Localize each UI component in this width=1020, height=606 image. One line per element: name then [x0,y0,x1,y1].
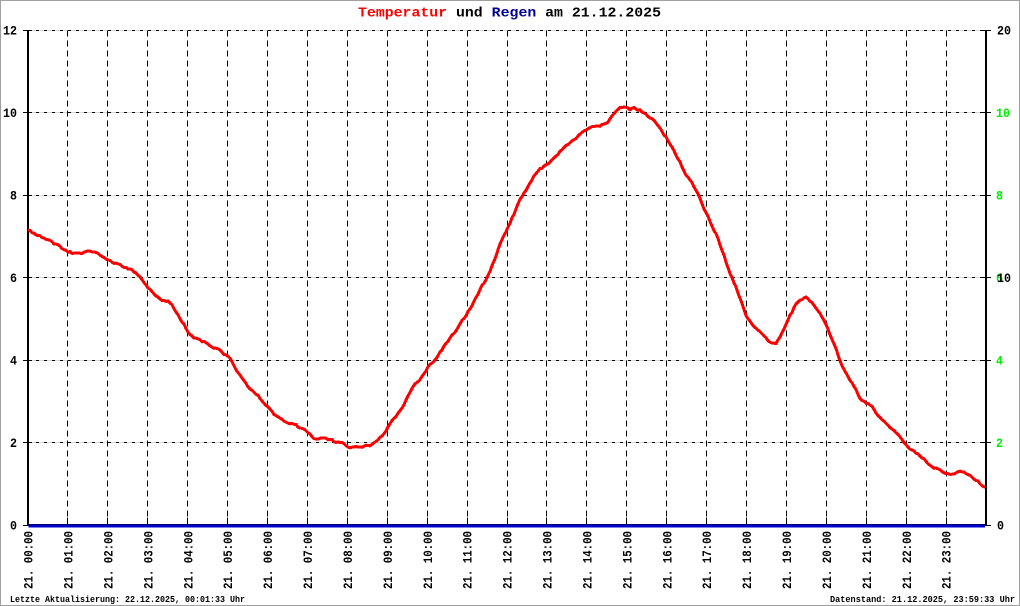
svg-text:8: 8 [10,189,17,204]
svg-text:21. 20:00: 21. 20:00 [820,531,835,589]
svg-text:21. 13:00: 21. 13:00 [541,531,556,589]
svg-text:21. 00:00: 21. 00:00 [22,531,37,589]
svg-text:Regen: Regen [492,7,537,22]
svg-text:und: und [456,7,483,22]
svg-text:21. 02:00: 21. 02:00 [101,531,116,589]
svg-text:0: 0 [997,519,1004,534]
svg-text:Temperatur: Temperatur [358,7,447,22]
svg-text:21. 19:00: 21. 19:00 [780,531,795,589]
svg-text:21. 10:00: 21. 10:00 [421,531,436,589]
svg-text:21. 16:00: 21. 16:00 [660,531,675,589]
svg-text:21. 12:00: 21. 12:00 [501,531,516,589]
svg-text:10: 10 [996,106,1010,121]
svg-text:21. 11:00: 21. 11:00 [461,531,476,589]
svg-text:am 21.12.2025: am 21.12.2025 [545,7,661,22]
svg-text:6: 6 [10,271,17,286]
svg-text:21. 21:00: 21. 21:00 [860,531,875,589]
svg-text:6: 6 [996,271,1003,286]
svg-text:21. 06:00: 21. 06:00 [261,531,276,589]
svg-text:21. 07:00: 21. 07:00 [301,531,316,589]
svg-text:10: 10 [997,271,1011,286]
svg-text:21. 08:00: 21. 08:00 [341,531,356,589]
svg-text:2: 2 [10,436,17,451]
svg-text:21. 09:00: 21. 09:00 [381,531,396,589]
svg-text:8: 8 [996,189,1003,204]
svg-text:4: 4 [996,354,1003,369]
svg-text:2: 2 [996,436,1003,451]
svg-text:4: 4 [10,354,17,369]
svg-text:12: 12 [3,24,17,39]
svg-text:21. 04:00: 21. 04:00 [181,531,196,589]
svg-text:21. 05:00: 21. 05:00 [221,531,236,589]
svg-text:21. 01:00: 21. 01:00 [62,531,77,589]
svg-text:21. 22:00: 21. 22:00 [900,531,915,589]
svg-text:21. 17:00: 21. 17:00 [700,531,715,589]
svg-text:10: 10 [3,106,17,121]
svg-text:21. 14:00: 21. 14:00 [580,531,595,589]
svg-text:21. 18:00: 21. 18:00 [740,531,755,589]
svg-text:21. 23:00: 21. 23:00 [940,531,955,589]
svg-text:21. 03:00: 21. 03:00 [141,531,156,589]
svg-text:0: 0 [10,519,17,534]
svg-text:21. 15:00: 21. 15:00 [620,531,635,589]
svg-text:Datenstand: 21.12.2025, 23:59:: Datenstand: 21.12.2025, 23:59:33 Uhr [830,594,1015,605]
svg-text:Letzte Aktualisierung: 22.12.2: Letzte Aktualisierung: 22.12.2025, 00:01… [10,594,245,605]
svg-text:20: 20 [997,24,1011,39]
